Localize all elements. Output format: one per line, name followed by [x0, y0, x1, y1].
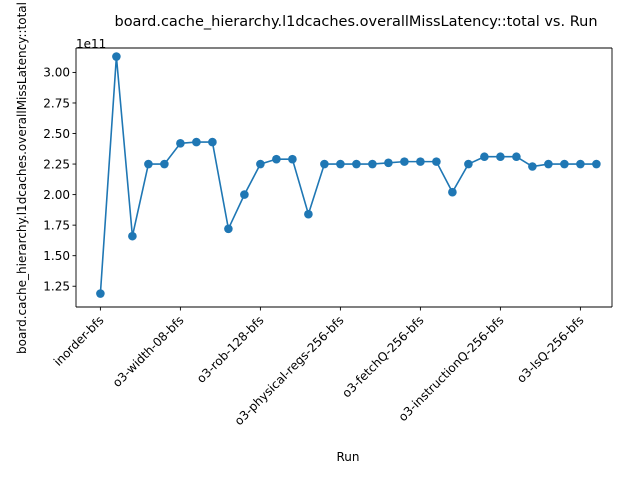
series-line-group: [96, 52, 601, 298]
data-point: [464, 159, 473, 169]
x-axis: inorder-bfs o3-width-08-bfs o3-rob-128-bfs…: [51, 307, 587, 428]
data-point: [240, 190, 249, 199]
x-axis-label: Run: [336, 450, 359, 464]
data-point: [448, 187, 457, 197]
y-tick-label: 1.50: [43, 249, 70, 263]
data-point: [112, 52, 121, 61]
y-tick-label: 2.25: [43, 157, 70, 171]
y-tick-label: 3.00: [43, 66, 70, 80]
plot-frame: [75, 47, 613, 308]
data-point: [480, 152, 489, 162]
data-point: [176, 138, 185, 148]
data-point: [512, 152, 521, 162]
y-tick-label: 2.50: [43, 127, 70, 141]
data-point: [416, 157, 425, 166]
x-tick-label: o3-rob-128-bfs: [194, 313, 267, 386]
data-point: [144, 159, 153, 169]
x-tick-label: inorder-bfs: [51, 313, 107, 369]
data-point: [592, 159, 601, 169]
y-tick-label: 1.75: [43, 218, 70, 232]
data-point: [528, 162, 537, 171]
data-point: [320, 159, 329, 169]
y-axis-label: board.cache_hierarchy.l1dcaches.overallM…: [15, 2, 29, 354]
y-tick-label: 1.25: [43, 280, 70, 294]
y-axis: 1.25 1.50 1.75 2.00 2.25 2.50 2.75 3.00: [43, 66, 76, 294]
data-point: [496, 152, 505, 162]
data-point: [96, 289, 105, 298]
data-point: [544, 159, 553, 169]
y-tick-label: 2.75: [43, 96, 70, 110]
series-line: [99, 56, 597, 294]
data-point: [256, 159, 265, 169]
data-point: [208, 137, 217, 147]
data-point: [368, 159, 377, 169]
data-point: [400, 157, 409, 166]
y-offset-label: 1e11: [76, 37, 106, 51]
data-point: [288, 154, 297, 164]
data-point: [160, 159, 169, 169]
x-tick-label: o3-width-08-bfs: [110, 313, 187, 390]
data-point: [224, 224, 233, 234]
data-point: [384, 158, 393, 168]
data-point: [192, 137, 201, 147]
data-point: [432, 157, 441, 166]
chart-title: board.cache_hierarchy.l1dcaches.overallM…: [114, 14, 597, 30]
data-point: [352, 159, 361, 169]
y-tick-label: 2.00: [43, 188, 70, 202]
data-point: [128, 231, 137, 241]
data-point: [576, 159, 585, 169]
data-point: [560, 159, 569, 169]
data-point: [272, 154, 281, 164]
x-tick-label: o3-fetchQ-256-bfs: [339, 313, 426, 400]
data-point: [304, 209, 313, 219]
data-point: [336, 159, 345, 169]
x-tick-label: o3-lsQ-256-bfs: [514, 313, 586, 385]
